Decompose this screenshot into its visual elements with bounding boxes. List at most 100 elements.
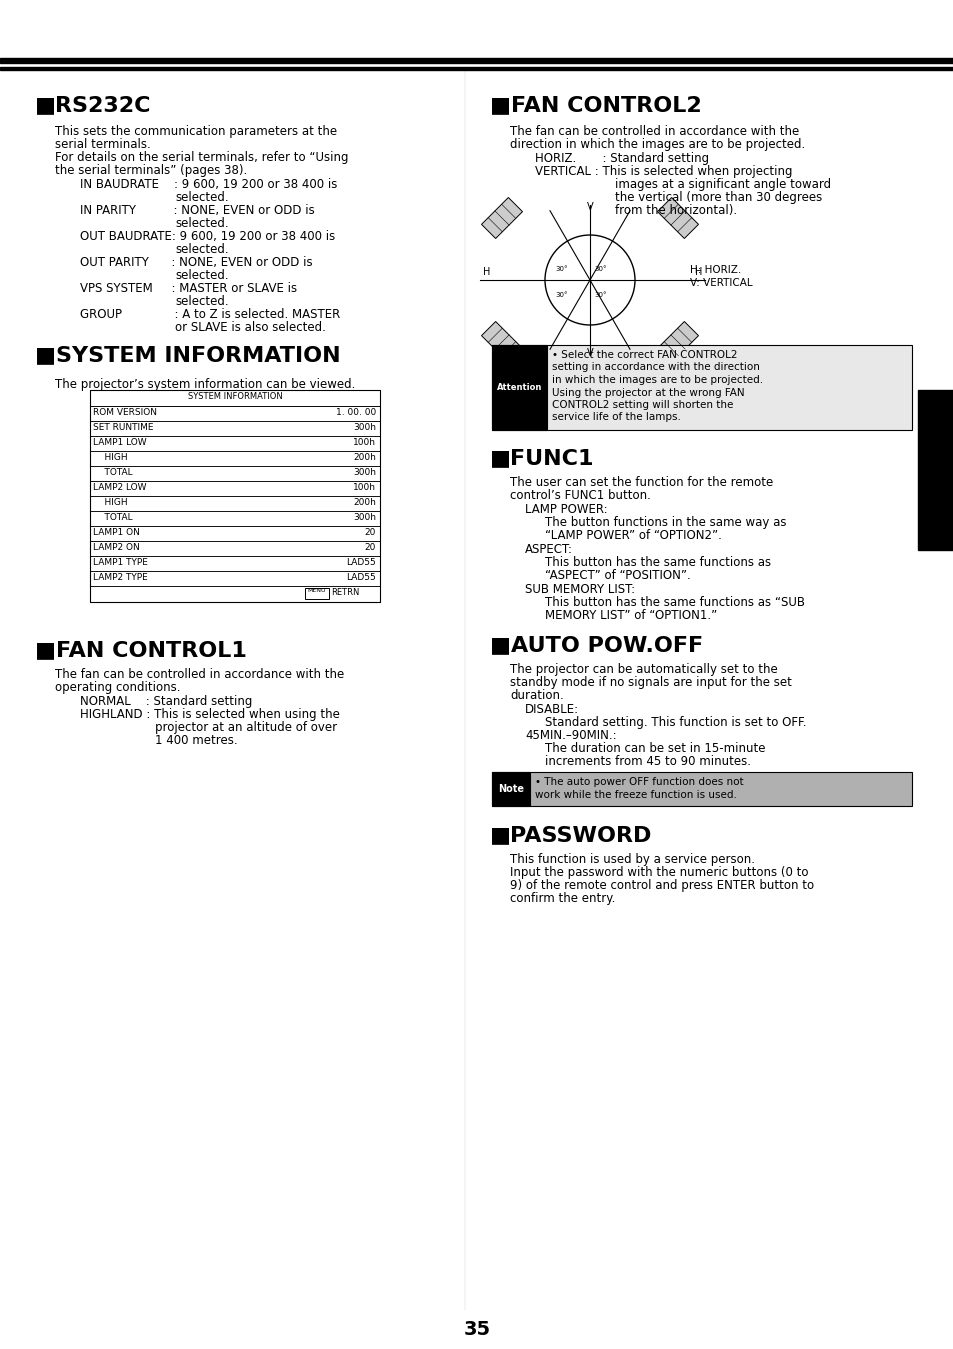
Text: HIGHLAND : This is selected when using the: HIGHLAND : This is selected when using t… <box>80 708 339 720</box>
Text: • Select the correct FAN CONTROL2: • Select the correct FAN CONTROL2 <box>552 349 737 360</box>
Text: HIGH: HIGH <box>92 453 128 461</box>
Bar <box>90 451 379 465</box>
Bar <box>90 421 379 436</box>
Text: standby mode if no signals are input for the set: standby mode if no signals are input for… <box>510 676 791 689</box>
Text: Note: Note <box>497 784 523 795</box>
Bar <box>492 772 530 805</box>
Text: 1 400 metres.: 1 400 metres. <box>154 734 237 747</box>
Text: LAD55: LAD55 <box>346 573 375 581</box>
Text: TOTAL: TOTAL <box>92 513 132 522</box>
Text: The fan can be controlled in accordance with the: The fan can be controlled in accordance … <box>510 125 799 138</box>
Text: selected.: selected. <box>174 268 229 282</box>
Text: V: VERTICAL: V: VERTICAL <box>689 278 752 287</box>
Text: H: HORIZ.: H: HORIZ. <box>689 264 740 275</box>
Text: confirm the entry.: confirm the entry. <box>510 892 615 905</box>
Text: 300h: 300h <box>353 513 375 522</box>
Text: LAMP2 TYPE: LAMP2 TYPE <box>92 573 148 581</box>
Text: LAMP1 LOW: LAMP1 LOW <box>92 438 147 447</box>
Text: work while the freeze function is used.: work while the freeze function is used. <box>535 791 736 800</box>
Bar <box>305 588 329 599</box>
Bar <box>492 772 911 805</box>
Text: 200h: 200h <box>353 498 375 507</box>
Polygon shape <box>481 321 522 363</box>
Text: ■AUTO POW.OFF: ■AUTO POW.OFF <box>490 635 702 656</box>
Text: selected.: selected. <box>174 217 229 229</box>
Text: IN BAUDRATE    : 9 600, 19 200 or 38 400 is: IN BAUDRATE : 9 600, 19 200 or 38 400 is <box>80 178 337 192</box>
Text: This button has the same functions as “SUB: This button has the same functions as “S… <box>544 596 804 608</box>
Text: from the horizontal).: from the horizontal). <box>615 204 737 217</box>
Text: OUT PARITY      : NONE, EVEN or ODD is: OUT PARITY : NONE, EVEN or ODD is <box>80 256 313 268</box>
Text: 9) of the remote control and press ENTER button to: 9) of the remote control and press ENTER… <box>510 880 813 892</box>
Polygon shape <box>657 197 698 239</box>
Bar <box>90 390 379 406</box>
Text: Standard setting. This function is set to OFF.: Standard setting. This function is set t… <box>544 716 805 728</box>
Bar <box>90 511 379 526</box>
Text: 100h: 100h <box>353 483 375 492</box>
Text: H: H <box>694 267 701 277</box>
Text: 1. 00. 00: 1. 00. 00 <box>335 407 375 417</box>
Text: The projector can be automatically set to the: The projector can be automatically set t… <box>510 662 777 676</box>
Text: RETRN: RETRN <box>331 588 359 598</box>
Text: 200h: 200h <box>353 453 375 461</box>
Text: ■RS232C: ■RS232C <box>35 94 152 115</box>
Text: V: V <box>586 202 593 212</box>
Text: 20: 20 <box>364 527 375 537</box>
Text: projector at an altitude of over: projector at an altitude of over <box>154 720 336 734</box>
Bar <box>90 482 379 496</box>
Text: in which the images are to be projected.: in which the images are to be projected. <box>552 375 762 384</box>
Text: For details on the serial terminals, refer to “Using: For details on the serial terminals, ref… <box>55 151 348 165</box>
Bar <box>90 436 379 451</box>
Bar <box>492 345 546 430</box>
Text: increments from 45 to 90 minutes.: increments from 45 to 90 minutes. <box>544 755 750 768</box>
Text: operating conditions.: operating conditions. <box>55 681 180 693</box>
Text: LAMP2 LOW: LAMP2 LOW <box>92 483 147 492</box>
Text: duration.: duration. <box>510 689 563 701</box>
Bar <box>90 465 379 482</box>
Text: GROUP              : A to Z is selected. MASTER: GROUP : A to Z is selected. MASTER <box>80 308 340 321</box>
Text: MEMORY LIST” of “OPTION1.”: MEMORY LIST” of “OPTION1.” <box>544 608 717 622</box>
Bar <box>90 406 379 421</box>
Text: MENU: MENU <box>308 588 326 594</box>
Text: or SLAVE is also selected.: or SLAVE is also selected. <box>174 321 326 335</box>
Text: ■FAN CONTROL2: ■FAN CONTROL2 <box>490 94 701 115</box>
Bar <box>90 541 379 556</box>
Polygon shape <box>481 197 522 239</box>
Text: HIGH: HIGH <box>92 498 128 507</box>
Text: VPS SYSTEM     : MASTER or SLAVE is: VPS SYSTEM : MASTER or SLAVE is <box>80 282 296 295</box>
Text: The fan can be controlled in accordance with the: The fan can be controlled in accordance … <box>55 668 344 681</box>
Text: the serial terminals” (pages 38).: the serial terminals” (pages 38). <box>55 165 247 177</box>
Text: LAMP POWER:: LAMP POWER: <box>524 503 607 517</box>
Polygon shape <box>657 321 698 363</box>
Text: SUB MEMORY LIST:: SUB MEMORY LIST: <box>524 583 635 596</box>
Text: LAMP1 TYPE: LAMP1 TYPE <box>92 558 148 567</box>
Text: 30°: 30° <box>555 266 567 272</box>
Bar <box>0 58 953 63</box>
Text: ■FUNC1: ■FUNC1 <box>490 448 594 468</box>
Text: CONTROL2 setting will shorten the: CONTROL2 setting will shorten the <box>552 401 733 410</box>
Text: Using the projector at the wrong FAN: Using the projector at the wrong FAN <box>552 387 744 398</box>
Text: selected.: selected. <box>174 192 229 204</box>
Text: The projector’s system information can be viewed.: The projector’s system information can b… <box>55 378 355 391</box>
Text: H: H <box>482 267 490 277</box>
Text: V: V <box>586 348 593 357</box>
Text: LAMP1 ON: LAMP1 ON <box>92 527 140 537</box>
Bar <box>90 585 379 602</box>
Text: “ASPECT” of “POSITION”.: “ASPECT” of “POSITION”. <box>544 569 690 581</box>
Text: Input the password with the numeric buttons (0 to: Input the password with the numeric butt… <box>510 866 807 880</box>
Text: NORMAL    : Standard setting: NORMAL : Standard setting <box>80 695 253 708</box>
Text: IN PARITY          : NONE, EVEN or ODD is: IN PARITY : NONE, EVEN or ODD is <box>80 204 314 217</box>
Text: control’s FUNC1 button.: control’s FUNC1 button. <box>510 488 650 502</box>
Text: OUT BAUDRATE: 9 600, 19 200 or 38 400 is: OUT BAUDRATE: 9 600, 19 200 or 38 400 is <box>80 229 335 243</box>
Text: “LAMP POWER” of “OPTION2”.: “LAMP POWER” of “OPTION2”. <box>544 529 721 542</box>
Bar <box>90 556 379 571</box>
Text: 35: 35 <box>463 1321 490 1340</box>
Text: Attention: Attention <box>497 383 541 393</box>
Text: the vertical (more than 30 degrees: the vertical (more than 30 degrees <box>615 192 821 204</box>
Text: ENGLISH: ENGLISH <box>930 447 940 494</box>
Bar <box>90 390 379 602</box>
Text: This button has the same functions as: This button has the same functions as <box>544 556 770 569</box>
Text: 300h: 300h <box>353 424 375 432</box>
Text: 100h: 100h <box>353 438 375 447</box>
Text: direction in which the images are to be projected.: direction in which the images are to be … <box>510 138 804 151</box>
Text: selected.: selected. <box>174 295 229 308</box>
